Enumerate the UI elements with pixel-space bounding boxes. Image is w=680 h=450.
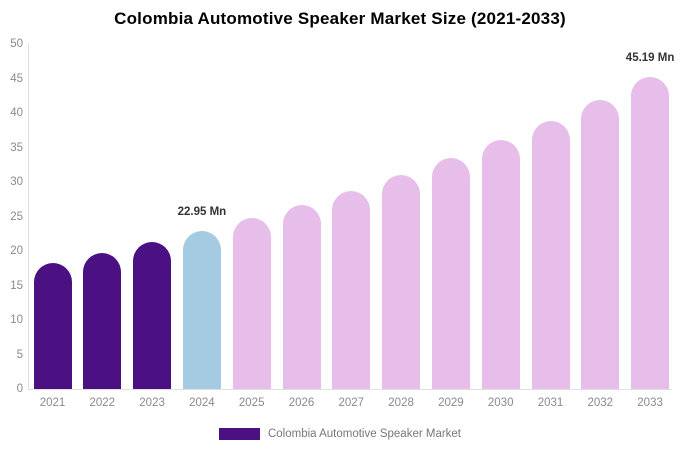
bar-2021: [33, 262, 72, 389]
y-tick-label-20: 20: [10, 245, 23, 257]
x-tick-label-2032: 2032: [587, 397, 614, 409]
x-tick-label-2033: 2033: [637, 397, 663, 409]
y-tick-label-35: 35: [10, 141, 23, 154]
y-tick-label-30: 30: [10, 176, 23, 188]
x-tick-label-2026: 2026: [288, 397, 315, 409]
bar-2029: [431, 158, 470, 389]
bar-2023: [133, 242, 172, 389]
x-tick-label-2027: 2027: [338, 397, 365, 409]
x-axis-line: [28, 389, 672, 390]
x-tick-label-2021: 2021: [39, 397, 66, 409]
x-tick-label-2031: 2031: [537, 397, 564, 409]
y-tick-label-0: 0: [16, 383, 23, 395]
bar-2033: [631, 77, 670, 389]
x-tick-label-2022: 2022: [89, 397, 116, 409]
y-tick-label-45: 45: [10, 72, 23, 85]
legend-swatch: [218, 428, 260, 440]
chart-title: Colombia Automotive Speaker Market Size …: [114, 9, 566, 28]
y-tick-label-25: 25: [10, 210, 23, 223]
y-tick-label-10: 10: [10, 314, 23, 326]
x-tick-label-2029: 2029: [438, 397, 464, 409]
bar-2031: [531, 120, 570, 389]
value-label-2024: 22.95 Mn: [177, 205, 227, 218]
bar-2028: [382, 175, 421, 389]
x-tick-label-2028: 2028: [388, 397, 414, 409]
bar-2026: [282, 204, 321, 389]
y-tick-label-5: 5: [16, 348, 23, 361]
x-tick-label-2024: 2024: [189, 397, 215, 409]
bar-2024: [182, 230, 221, 389]
y-axis-line: [28, 43, 29, 390]
bar-2032: [581, 99, 620, 389]
bar-2025: [232, 218, 271, 389]
y-tick-label-40: 40: [10, 107, 23, 119]
legend: Colombia Automotive Speaker Market: [0, 425, 680, 443]
x-tick-label-2023: 2023: [139, 397, 165, 409]
legend-label: Colombia Automotive Speaker Market: [267, 428, 462, 440]
bar-2027: [332, 190, 371, 389]
bar-2022: [83, 252, 122, 389]
y-tick-label-15: 15: [10, 279, 23, 292]
x-tick-label-2030: 2030: [487, 397, 514, 409]
x-tick-label-2025: 2025: [238, 397, 265, 409]
value-label-2033: 45.19 Mn: [625, 52, 675, 65]
y-tick-label-50: 50: [10, 38, 23, 50]
bar-2030: [481, 140, 520, 389]
